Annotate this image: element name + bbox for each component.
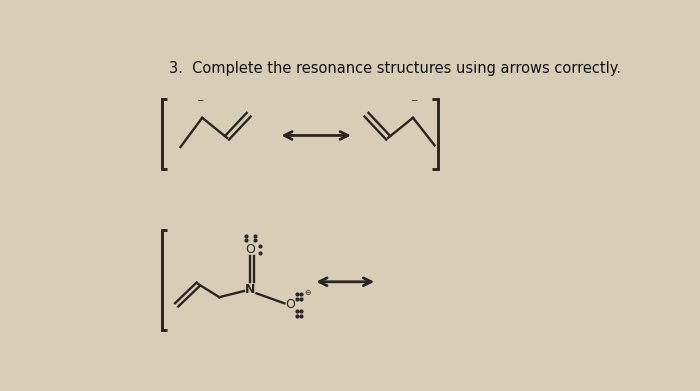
Text: $^{\ominus}$: $^{\ominus}$ (304, 289, 312, 299)
Text: N: N (245, 283, 255, 296)
Text: $^{-}$: $^{-}$ (410, 97, 419, 110)
Text: O: O (286, 298, 295, 311)
Text: $^{-}$: $^{-}$ (197, 97, 205, 110)
Text: O: O (245, 243, 255, 256)
Text: 3.  Complete the resonance structures using arrows correctly.: 3. Complete the resonance structures usi… (169, 61, 621, 76)
